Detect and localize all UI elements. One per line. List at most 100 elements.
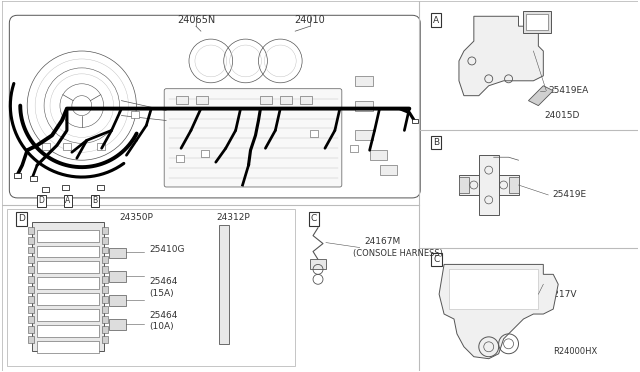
Bar [459,175,518,195]
Bar [28,336,34,343]
Bar [131,110,140,118]
Bar [28,316,34,323]
Bar [527,14,548,30]
Text: 24312P: 24312P [217,213,250,222]
Bar [109,271,127,282]
Bar [176,155,184,162]
Text: C: C [433,255,439,264]
Bar [355,131,372,140]
Bar [28,237,34,244]
Text: 24167M: 24167M [365,237,401,246]
Text: A: A [65,196,70,205]
Bar [97,185,104,190]
Bar [102,227,108,234]
Bar [28,227,34,234]
Bar [201,150,209,157]
Bar [28,276,34,283]
Text: (CONSOLE HARNESS): (CONSOLE HARNESS) [353,249,443,258]
Bar [102,316,108,323]
Bar [97,143,104,150]
Bar [102,286,108,293]
Bar [109,319,127,330]
Bar [310,131,318,137]
Bar [37,230,99,241]
Text: D: D [38,196,44,205]
Text: 25419E: 25419E [552,190,586,199]
Bar [37,277,99,289]
Bar [102,237,108,244]
Bar [412,119,419,124]
Bar [102,326,108,333]
Bar [37,341,99,353]
Bar [310,259,326,269]
Bar [102,306,108,313]
Bar [102,276,108,283]
Bar [37,262,99,273]
Bar [28,326,34,333]
Text: D: D [18,214,25,223]
Bar [479,155,499,215]
Bar [28,256,34,263]
Bar [28,296,34,303]
Bar [219,225,228,344]
Bar [459,177,469,193]
Bar [37,309,99,321]
Text: 24010: 24010 [294,15,326,25]
Text: A: A [433,16,439,25]
Polygon shape [529,86,553,106]
Polygon shape [439,264,558,359]
Bar [28,266,34,273]
Bar [350,145,358,152]
Text: 24217V: 24217V [542,290,577,299]
Text: 25464: 25464 [149,311,178,320]
Bar [42,143,50,150]
Bar [28,306,34,313]
Text: (15A): (15A) [149,289,174,298]
Bar [355,101,372,110]
Bar [380,165,397,175]
Bar [109,247,127,259]
Bar [176,96,188,104]
Bar [42,187,49,192]
FancyBboxPatch shape [164,89,342,187]
Bar [14,173,21,178]
Bar [37,325,99,337]
Bar [102,266,108,273]
Bar [370,150,387,160]
Bar [28,286,34,293]
Bar [102,256,108,263]
Text: 24350P: 24350P [120,213,154,222]
Bar [7,209,295,366]
Bar [524,11,551,33]
Text: 25419EA: 25419EA [548,86,589,95]
Bar [109,295,127,306]
Polygon shape [459,16,543,96]
Text: 25410G: 25410G [149,245,185,254]
Bar [300,96,312,104]
Bar [102,336,108,343]
Bar [355,76,372,86]
Text: C: C [311,214,317,223]
Bar [196,96,208,104]
Bar [102,247,108,253]
Bar [30,176,37,181]
Bar [32,222,104,351]
Text: 25464: 25464 [149,277,178,286]
Text: 24065N: 24065N [177,15,215,25]
Bar [62,185,69,190]
Text: R24000HX: R24000HX [553,347,598,356]
Text: 24015D: 24015D [544,111,580,120]
Text: (10A): (10A) [149,323,174,331]
Bar [37,246,99,257]
Text: B: B [92,196,97,205]
Bar [260,96,273,104]
Bar [37,293,99,305]
Bar [28,247,34,253]
Bar [509,177,518,193]
Bar [102,296,108,303]
Bar [280,96,292,104]
FancyBboxPatch shape [10,15,420,198]
Text: B: B [433,138,439,147]
Bar [449,269,538,309]
Bar [63,143,71,150]
